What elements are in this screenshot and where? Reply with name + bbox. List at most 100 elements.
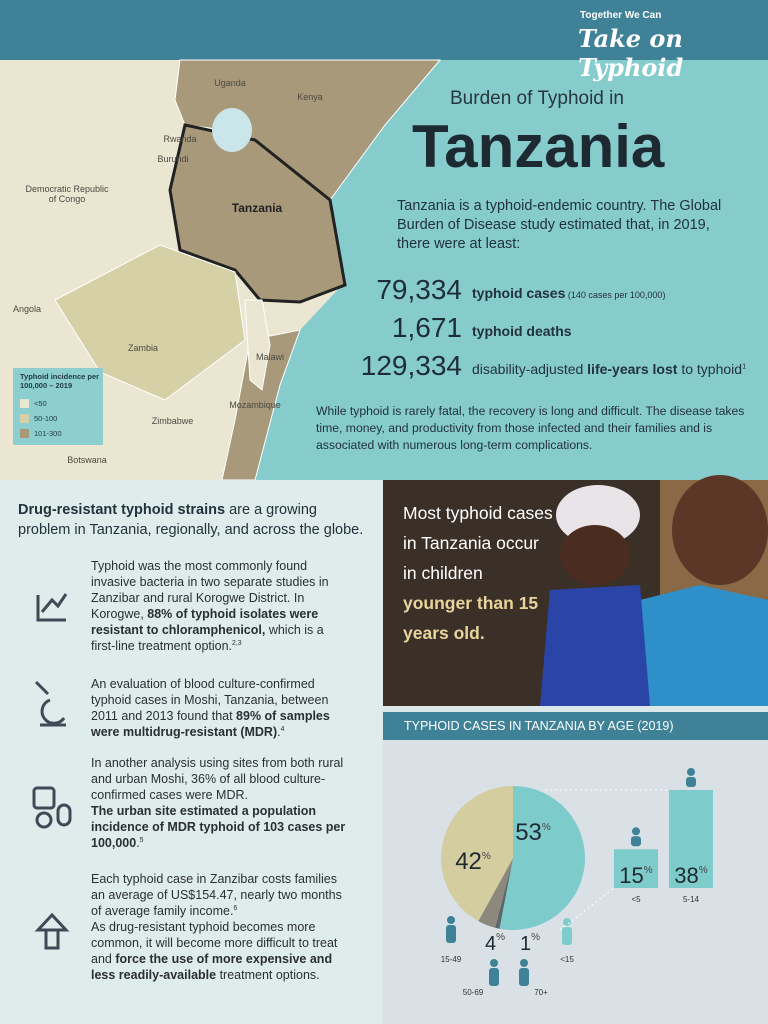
text-run: which is a first-line treatment option. [91,623,324,653]
legend-swatch [20,429,29,438]
legend-item: 50-100 [20,411,62,426]
text-run: Typhoid was the most commonly found inva… [91,559,329,621]
chart-title-band [383,712,768,740]
legend-label: <50 [34,399,47,408]
value-unit: % [542,822,551,833]
map-label: Rwanda [163,134,197,144]
icon-capsule [56,803,72,827]
category-label: 50-69 [463,988,484,997]
value-unit: % [531,932,540,943]
legend-label: 50-100 [34,414,58,423]
text-run: to typhoid [677,361,743,377]
person-icon [519,968,529,986]
text-run: typhoid deaths [472,323,572,339]
intro: Tanzania is a typhoid-endemic country. T… [397,198,722,252]
bar-value-label: 38% [674,863,707,888]
lake-victoria [212,108,252,152]
chart-title: TYPHOID CASES IN TANZANIA BY AGE (2019) [404,719,674,733]
value-label: 4% [485,932,505,955]
resistance-item: An evaluation of blood culture-confirmed… [91,676,346,740]
legend-item: <50 [20,396,62,411]
child-icon [632,827,640,836]
value-number: 53 [515,819,542,846]
category-label: 15-49 [441,955,462,964]
stat-number: 129,334 [360,350,462,381]
icon-arrow [34,912,70,950]
value-unit: % [482,851,491,862]
value-number: 42 [455,848,482,875]
photo-face [672,475,768,585]
icons [32,593,72,950]
text-run: Each typhoid case in Zanzibar costs fami… [91,872,342,918]
recovery-text: While typhoid is rarely fatal, the recov… [316,404,745,452]
pie-slice [441,786,513,922]
map-label: Tanzania [231,201,283,215]
category-label: <15 [560,955,574,964]
stat-label: disability-adjusted life-years lost to t… [472,361,746,377]
text-run: disability-adjusted [472,361,588,377]
value-label: 42% [455,848,491,875]
map-label: Zimbabwe [151,416,194,426]
map-label: Mozambique [229,400,281,410]
pie-slice [478,858,513,928]
malawi-shape [244,299,271,391]
value-number: 38 [674,863,698,888]
map-label: Malawi [255,352,284,362]
icon-bottle [32,786,56,810]
connector [559,887,615,931]
icon-chart [36,593,68,622]
text-run: 1 [742,361,747,371]
resistance-item: Typhoid was the most commonly found inva… [91,558,346,654]
photo-caption: Most typhoid cases in Tanzania occur in … [403,498,553,648]
person-icon [520,959,528,967]
icon-microscope [34,680,66,727]
title-pre: Burden of Typhoid in [450,88,624,109]
resistance-item: In another analysis using sites from bot… [91,755,346,851]
pie-slice [495,858,513,929]
photo-baby-jacket [540,585,650,706]
text-run: Drug-resistant typhoid strains [18,502,226,518]
person-icon [563,918,571,926]
person-icon [446,925,456,943]
map-label: Burundi [157,154,189,164]
tagline: Together We Can [580,10,662,21]
child-icon [686,776,696,787]
value-label: 1% [520,932,540,955]
legend-swatch [20,414,29,423]
value-unit: % [496,932,505,943]
text-run: The urban site estimated a population in… [91,804,346,850]
text-run: 2,3 [232,639,242,647]
person-icon [490,959,498,967]
title-main: Tanzania [412,113,665,180]
resistance-heading: Drug-resistant typhoid strains are a gro… [18,500,368,540]
age-chart: 53% <15 1% 70+ 4% 50-69 42% 15-49 15% <5 38% 5-14 [441,767,713,997]
header-band [0,0,768,60]
value-number: 4 [485,933,496,955]
value-number: 1 [520,933,531,955]
left-panel [0,480,382,1024]
category-label: 70+ [534,988,548,997]
child-icon [687,767,695,776]
map-label: Uganda [214,78,246,88]
legend-title: Typhoid incidence per 100,000 – 2019 [20,372,100,390]
bar [669,789,713,888]
tanzania-shape [168,123,347,304]
text-run: Most typhoid cases in Tanzania occur in … [403,503,553,583]
photo-shirt [620,585,768,706]
text-run: younger than 15 years old. [403,593,539,643]
child-icon [631,836,641,847]
person-icon [489,968,499,986]
map-label: Angola [12,304,42,314]
text-run: 88% of typhoid isolates were resistant t… [91,607,319,637]
value-unit: % [644,865,653,876]
stat-label: typhoid deaths [472,323,572,339]
bar-category-label: <5 [631,895,641,904]
value-number: 15 [619,863,643,888]
pie-slice [499,786,586,931]
bar [614,849,658,888]
value-label: 53% [515,819,551,846]
text-run: (140 cases per 100,000) [565,290,666,300]
person-icon [562,927,572,945]
person-icon [447,916,455,924]
